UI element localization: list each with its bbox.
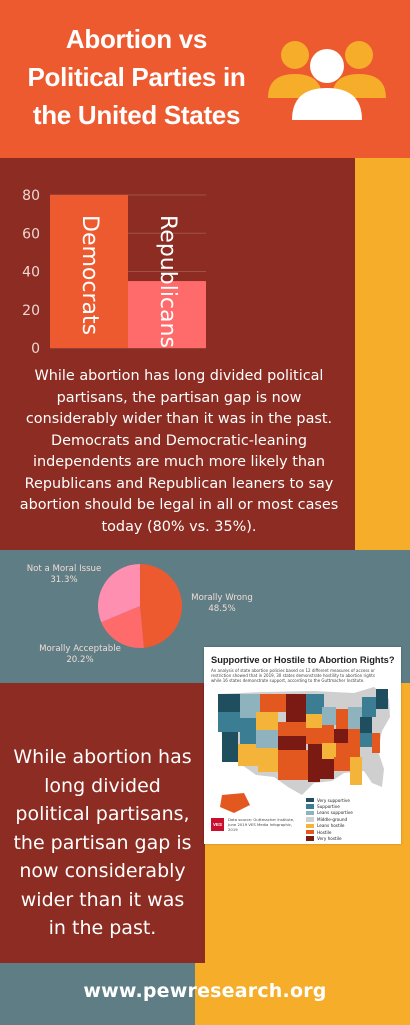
legend-item: Hostile <box>306 829 353 835</box>
legend-label: Leans hostile <box>317 823 345 829</box>
pie-label-not-moral: Not a Moral Issue 31.3% <box>26 564 102 585</box>
pie-label-acceptable: Morally Acceptable 20.2% <box>39 644 121 665</box>
legend-label: Hostile <box>317 829 332 835</box>
y-tick-label: 0 <box>31 341 40 357</box>
bar-republicans <box>128 281 206 348</box>
users-icon <box>268 41 386 120</box>
legend-swatch <box>306 823 314 828</box>
bar-label-republicans: Republicans <box>155 215 180 348</box>
legend-item: Leans supportive <box>306 810 353 816</box>
legend-item: Very supportive <box>306 797 353 803</box>
header-banner: Abortion vs Political Parties in the Uni… <box>0 0 410 158</box>
y-tick-label: 60 <box>22 226 40 242</box>
map-source: Data source: Guttmacher Institute, June … <box>228 817 295 832</box>
map-title: Supportive or Hostile to Abortion Rights… <box>211 655 395 665</box>
yellow-strip <box>355 158 410 550</box>
legend-swatch <box>306 817 314 822</box>
bar-chart: 0 20 40 60 80 Democrats Republicans <box>22 188 206 357</box>
y-tick-label: 40 <box>22 265 40 281</box>
y-tick-label: 80 <box>22 188 40 204</box>
legend-label: Supportive <box>317 804 340 810</box>
legend-item: Very hostile <box>306 835 353 841</box>
legend-label: Very hostile <box>317 836 342 842</box>
legend-swatch <box>306 810 314 816</box>
legend-swatch <box>306 804 314 809</box>
legend-label: Leans supportive <box>317 810 353 816</box>
ves-logo: VES <box>211 818 224 831</box>
footer-right <box>195 963 410 1025</box>
paragraph-1: While abortion has long divided politica… <box>19 368 339 535</box>
map-legend: Very supportive Supportive Leans supportiv… <box>306 797 353 842</box>
footer-url[interactable]: www.pewresearch.org <box>83 980 327 1002</box>
map-subtitle: An analysis of state abortion policies b… <box>211 668 375 683</box>
page-title: Abortion vs Political Parties in the Uni… <box>27 24 246 130</box>
pie-slice-morally-wrong <box>140 564 182 648</box>
pie-label-wrong: Morally Wrong 48.5% <box>191 593 253 614</box>
legend-swatch <box>306 836 314 841</box>
us-map <box>218 687 390 813</box>
bar-democrats <box>50 195 128 348</box>
legend-item: Supportive <box>306 803 353 809</box>
legend-swatch <box>306 829 314 835</box>
bar-chart-section: 0 20 40 60 80 Democrats Republicans While abor… <box>0 158 355 550</box>
legend-label: Middle-ground <box>317 816 348 822</box>
legend-item: Middle-ground <box>306 816 353 822</box>
pie-slice-morally-acceptable <box>101 606 144 648</box>
paragraph-2: While abortion has long divided politica… <box>13 746 192 939</box>
pie-slice-not-a-moral-issue <box>97 564 140 623</box>
legend-swatch <box>306 797 314 803</box>
footer-left <box>0 963 195 1025</box>
pie-chart <box>97 564 182 648</box>
bar-label-democrats: Democrats <box>77 215 102 335</box>
quote-section: While abortion has long divided politica… <box>0 683 205 963</box>
map-card: Supportive or Hostile to Abortion Rights… <box>204 647 401 844</box>
legend-item: Leans hostile <box>306 823 353 829</box>
legend-label: Very supportive <box>317 797 350 803</box>
y-tick-label: 20 <box>22 303 40 319</box>
